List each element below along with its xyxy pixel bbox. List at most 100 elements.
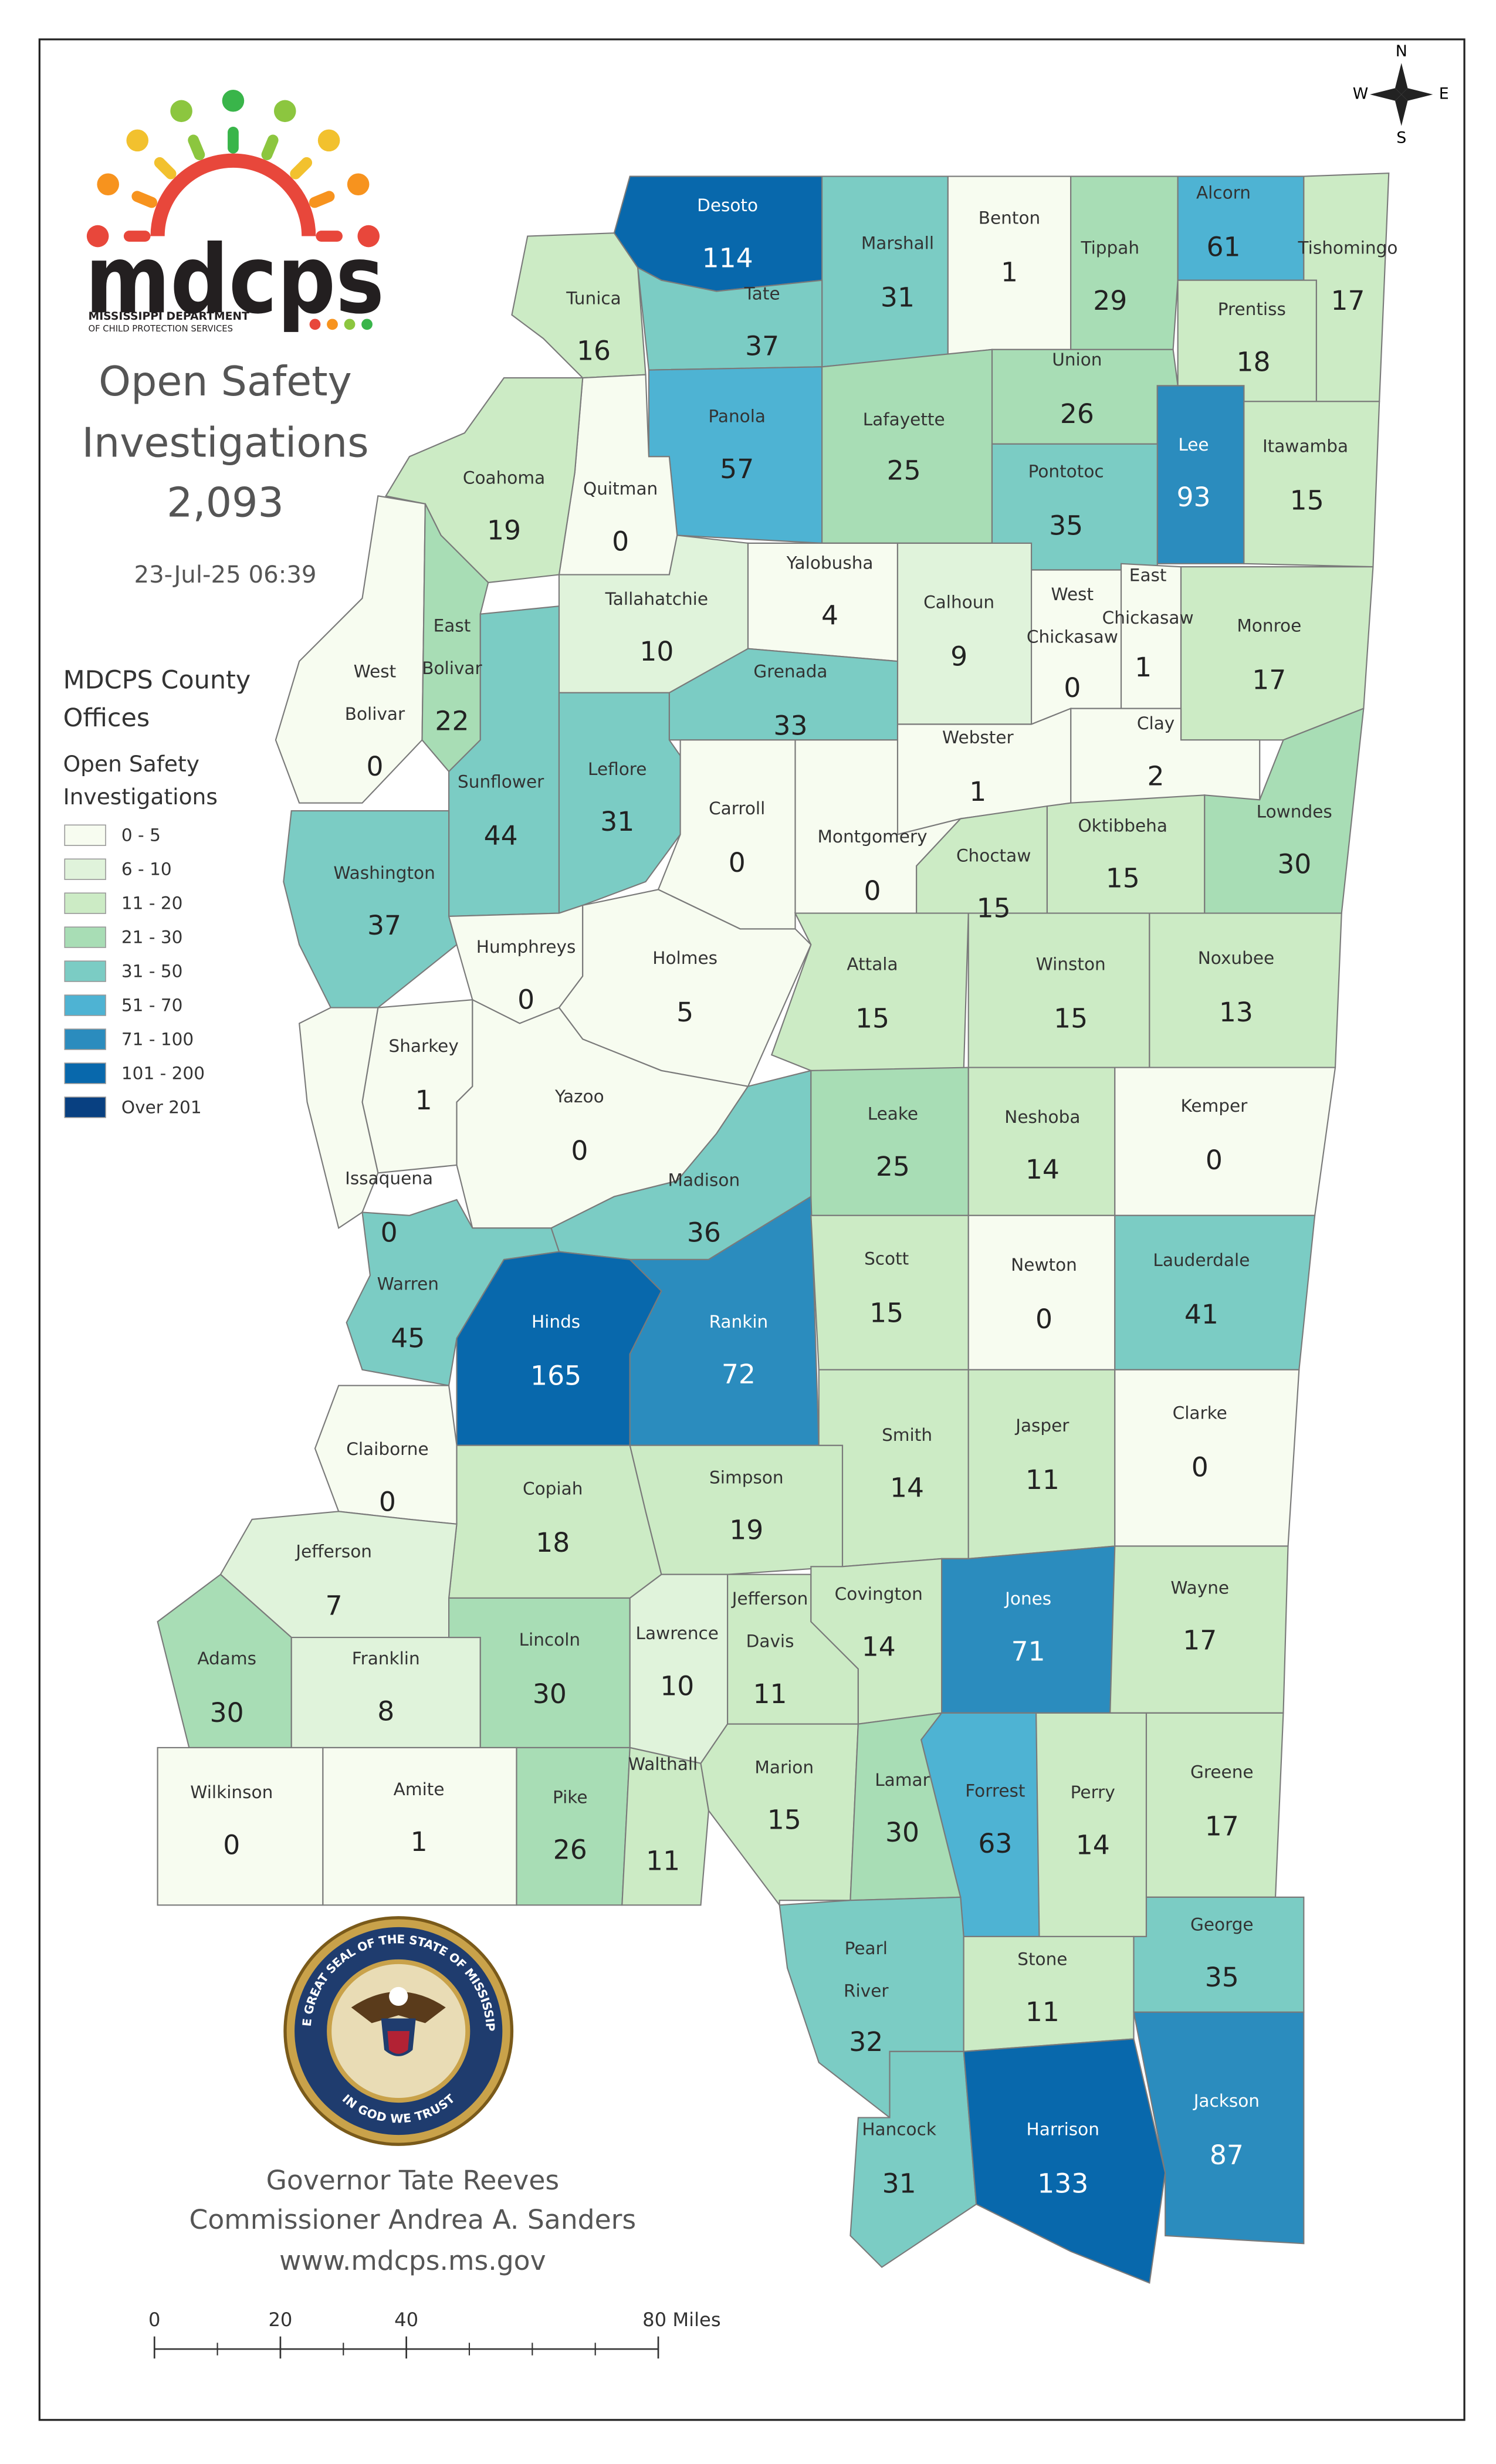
logo-figure <box>97 173 119 196</box>
county-value: 17 <box>1252 665 1286 696</box>
county-name: Bolivar <box>422 658 482 678</box>
county-value: 25 <box>876 1151 910 1182</box>
county-name: Humphreys <box>476 937 576 957</box>
county-value: 25 <box>887 455 921 486</box>
frame <box>38 38 1465 2421</box>
compass: N S E W <box>1353 42 1449 147</box>
legend: 0 - 5 6 - 10 11 - 20 21 - 30 31 - 50 51 - 70 7… <box>64 824 205 1118</box>
county-value: 30 <box>533 1678 567 1710</box>
county-value: 1 <box>969 776 986 807</box>
county-name: Adams <box>197 1649 256 1668</box>
county-name: Covington <box>835 1584 923 1604</box>
county-name: Desoto <box>697 195 758 215</box>
county-value: 11 <box>1025 1464 1060 1495</box>
county-name: Marion <box>754 1757 814 1777</box>
logo-figure <box>154 157 177 180</box>
title: Investigations <box>82 419 368 467</box>
county-value: 14 <box>1076 1829 1110 1860</box>
county <box>275 495 426 804</box>
logo-figure <box>170 100 192 123</box>
county-name: Choctaw <box>956 845 1031 865</box>
county-value: 17 <box>1331 285 1365 316</box>
county-name: Attala <box>847 955 898 974</box>
county-name: Bolivar <box>345 704 405 724</box>
county <box>1145 1712 1284 1898</box>
county-value: 165 <box>530 1360 581 1392</box>
county-value: 0 <box>612 526 629 557</box>
county <box>967 1214 1116 1370</box>
county-name: Webster <box>942 727 1014 747</box>
logo-dot <box>309 319 321 330</box>
county-value: 0 <box>366 751 383 782</box>
county-name: Tallahatchie <box>605 589 708 609</box>
county-value: 18 <box>536 1527 570 1558</box>
county <box>1243 401 1380 568</box>
county-value: 19 <box>487 515 521 546</box>
county-value: 10 <box>639 636 673 667</box>
county-name: Benton <box>979 208 1040 228</box>
county-value: 14 <box>862 1631 896 1662</box>
county-value: 61 <box>1206 232 1240 263</box>
county-value: 0 <box>381 1217 398 1248</box>
county-name: Jackson <box>1193 2091 1260 2111</box>
county-name: Tate <box>744 283 780 303</box>
county <box>629 1573 729 1764</box>
county-name: Lowndes <box>1257 801 1332 821</box>
county-name: Perry <box>1071 1782 1115 1802</box>
legend-label: 71 - 100 <box>121 1029 194 1049</box>
county-name: Hancock <box>862 2120 936 2140</box>
county-name: Harrison <box>1027 2120 1099 2140</box>
county-value: 5 <box>676 997 693 1028</box>
county-name: Issaquena <box>345 1169 433 1189</box>
legend-swatch <box>64 1062 106 1084</box>
county <box>448 1444 662 1599</box>
county-name: Walthall <box>628 1754 698 1774</box>
county-value: 114 <box>702 242 753 273</box>
county-name: Stone <box>1017 1949 1067 1969</box>
county-name: Neshoba <box>1004 1107 1080 1127</box>
logo-subtitle: OF CHILD PROTECTION SERVICES <box>89 324 233 334</box>
logo-figure <box>131 191 157 208</box>
county-name: Simpson <box>709 1468 784 1488</box>
county-value: 26 <box>553 1835 587 1866</box>
county-name: Yazoo <box>554 1087 604 1106</box>
county-name: Lamar <box>875 1770 930 1790</box>
county-name: Pike <box>553 1787 588 1807</box>
county-name: Kemper <box>1180 1096 1248 1116</box>
county-name: East <box>1129 566 1167 585</box>
county-name: Pontotoc <box>1028 462 1104 482</box>
county-value: 57 <box>720 453 754 485</box>
county-value: 1 <box>1135 652 1152 683</box>
logo-dot <box>344 319 356 330</box>
logo-figure <box>126 129 149 152</box>
county-value: 35 <box>1205 1962 1239 1993</box>
logo-figure <box>261 134 279 161</box>
legend-label: 21 - 30 <box>121 927 183 947</box>
county-name: Jefferson <box>731 1589 808 1609</box>
county-name: Franklin <box>352 1649 420 1668</box>
county-value: 72 <box>722 1359 756 1390</box>
county <box>967 1067 1116 1216</box>
compass-label: W <box>1353 85 1369 103</box>
total: 2,093 <box>167 479 284 527</box>
logo-figure <box>290 157 313 180</box>
county-value: 7 <box>326 1590 343 1622</box>
county-name: Sharkey <box>388 1036 458 1056</box>
county <box>1156 385 1245 564</box>
county <box>1120 563 1182 709</box>
logo-wordmark: mdcps <box>85 225 384 334</box>
county-value: 0 <box>864 875 881 906</box>
county-value: 22 <box>435 705 469 736</box>
county-name: Quitman <box>583 479 658 499</box>
legend-title: MDCPS County <box>63 666 251 695</box>
county-value: 37 <box>367 910 401 941</box>
county-value: 44 <box>484 820 518 851</box>
county-value: 0 <box>1192 1451 1209 1483</box>
legend-label: 51 - 70 <box>121 995 183 1015</box>
county-value: 31 <box>881 282 915 313</box>
county-value: 18 <box>1236 346 1270 377</box>
legend-label: 101 - 200 <box>121 1063 205 1083</box>
county-value: 0 <box>729 847 746 878</box>
compass-label: E <box>1439 85 1449 103</box>
